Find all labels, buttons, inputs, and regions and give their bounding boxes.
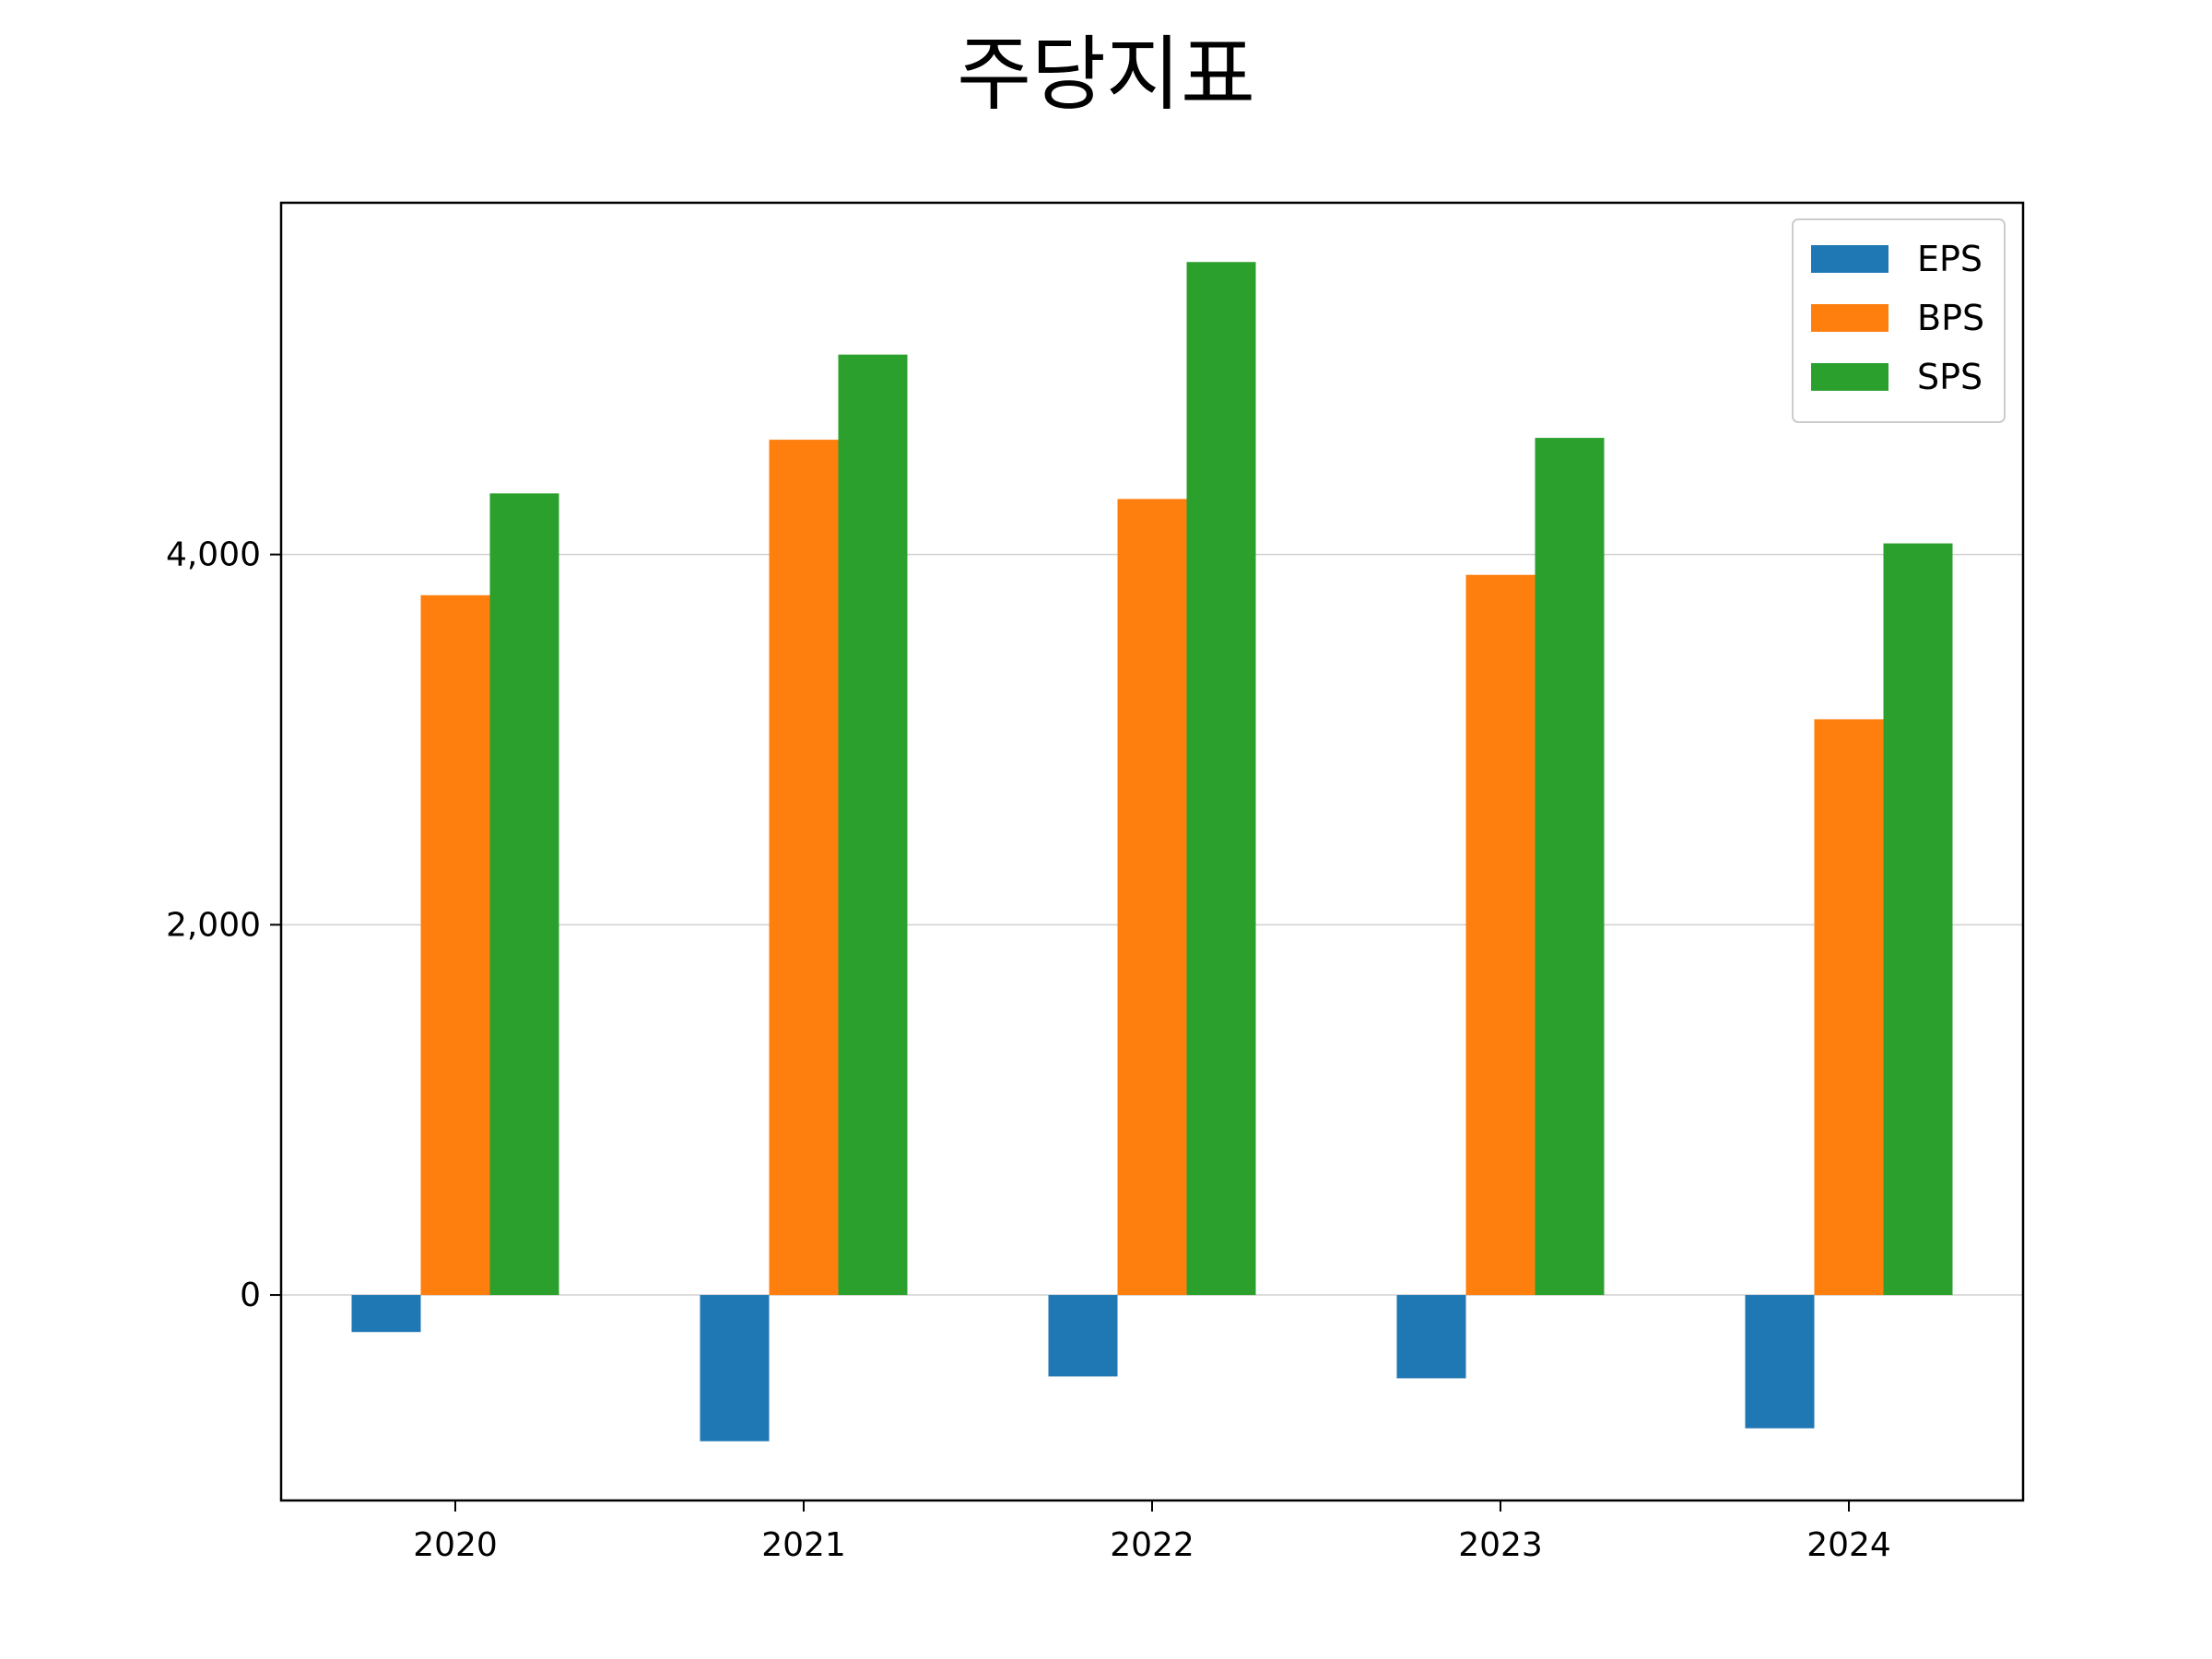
y-tick-label: 4,000 — [166, 536, 261, 574]
legend-swatch-sps — [1811, 363, 1888, 391]
x-tick-label: 2024 — [1806, 1526, 1891, 1564]
bar-sps-2023 — [1535, 438, 1605, 1296]
y-tick-label: 0 — [240, 1277, 261, 1314]
x-tick-label: 2021 — [761, 1526, 846, 1564]
bar-bps-2020 — [420, 594, 490, 1296]
legend-label-sps: SPS — [1917, 357, 1983, 397]
bar-eps-2022 — [1048, 1295, 1118, 1377]
bar-eps-2020 — [351, 1295, 421, 1333]
bar-bps-2021 — [769, 440, 839, 1296]
chart-title: 주당지표 — [957, 27, 1255, 122]
bar-eps-2023 — [1396, 1295, 1466, 1379]
bar-bps-2022 — [1117, 499, 1187, 1296]
x-tick-label: 2023 — [1458, 1526, 1543, 1564]
legend-swatch-bps — [1811, 304, 1888, 332]
bar-eps-2021 — [700, 1295, 770, 1441]
bar-sps-2020 — [489, 493, 559, 1296]
legend-label-eps: EPS — [1917, 239, 1983, 279]
y-tick-label: 2,000 — [166, 906, 261, 944]
legend-swatch-eps — [1811, 245, 1888, 273]
bar-bps-2024 — [1814, 719, 1884, 1296]
bar-sps-2024 — [1883, 543, 1953, 1296]
bar-bps-2023 — [1465, 574, 1535, 1296]
bar-sps-2021 — [838, 354, 908, 1296]
bar-eps-2024 — [1745, 1295, 1815, 1429]
x-tick-label: 2022 — [1110, 1526, 1194, 1564]
bar-sps-2022 — [1186, 262, 1256, 1296]
x-tick-label: 2020 — [413, 1526, 498, 1564]
legend-label-bps: BPS — [1917, 298, 1984, 338]
